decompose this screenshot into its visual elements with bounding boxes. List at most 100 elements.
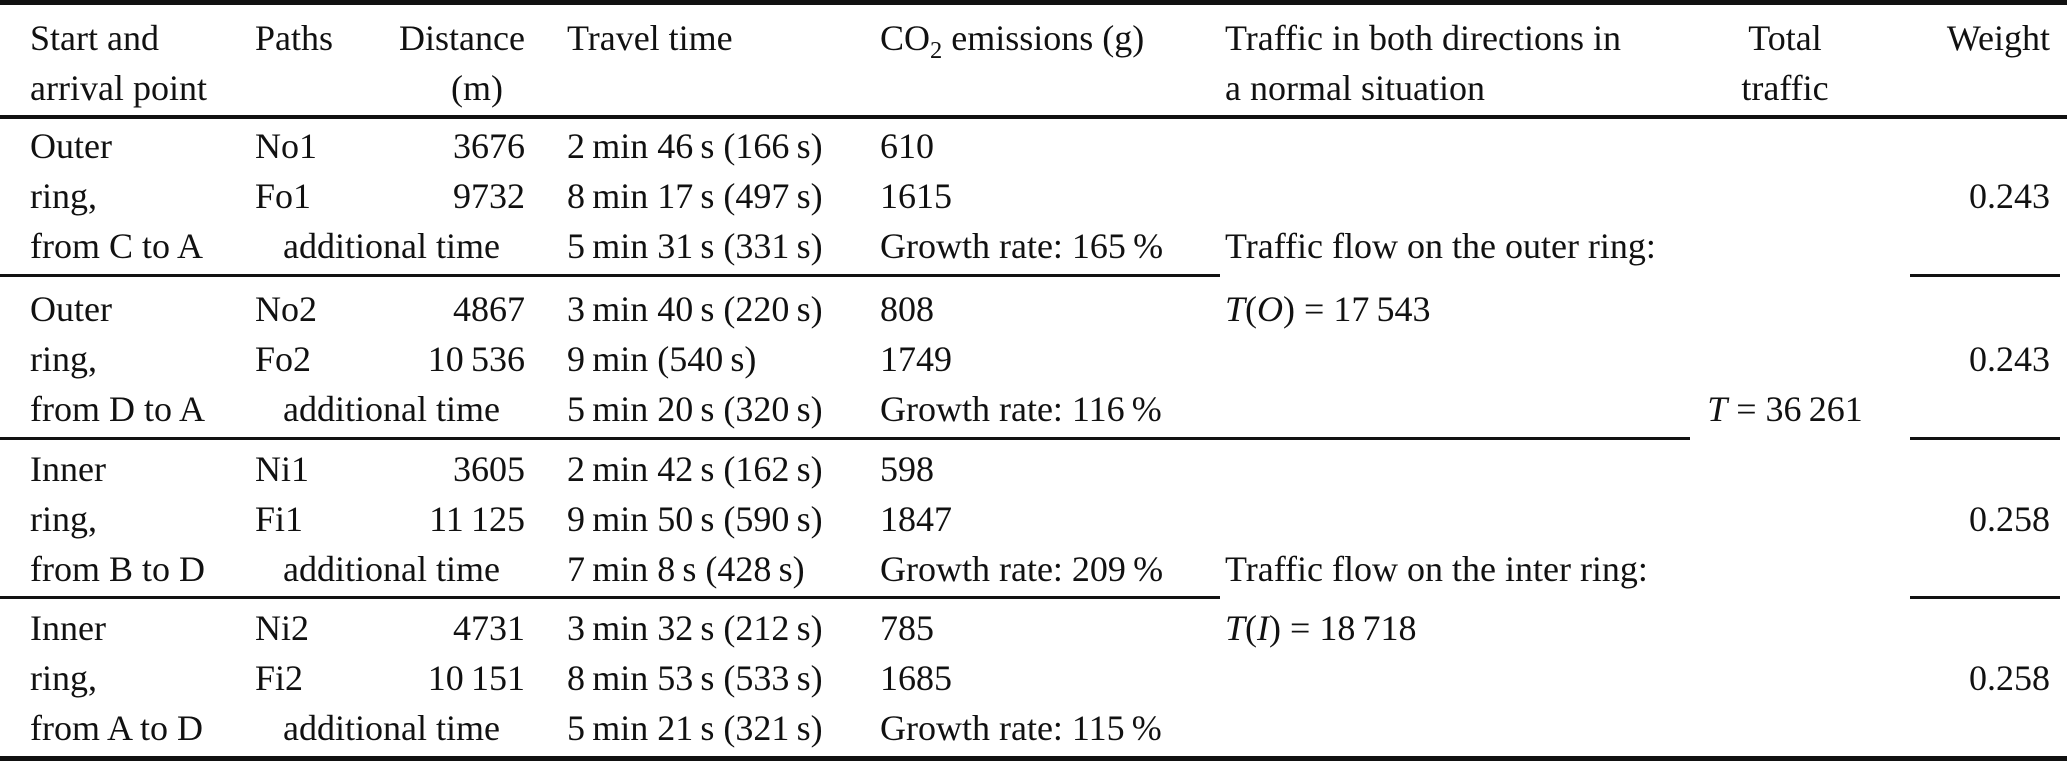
table-block-inner-b-to-d: Inner ring, from B to D Ni1 Fi1 addition… xyxy=(0,440,2067,596)
traffic-flow-formula-text: T(O) = 17 543 xyxy=(1225,284,1645,334)
header-co2-emissions: CO2 emissions (g) xyxy=(855,13,1205,63)
block-separator-2 xyxy=(0,437,2067,440)
distance-value: 3605 xyxy=(453,449,525,489)
weight-value: 0.243 xyxy=(1969,176,2050,216)
start-point-line: from A to D xyxy=(30,708,204,748)
weight-value: 0.258 xyxy=(1969,499,2050,539)
math-var-i: I xyxy=(1257,608,1270,648)
travel-time-value: 2 min 42 s (162 s) xyxy=(567,449,823,489)
header-traffic-line-2: a normal situation xyxy=(1225,68,1485,108)
distance-value: 10 151 xyxy=(427,658,525,698)
separator-weight-segment xyxy=(1910,596,2060,599)
start-point-line: ring, xyxy=(30,658,97,698)
table-block-outer-d-to-a: Outer ring, from D to A No2 Fo2 addition… xyxy=(0,277,2067,437)
traffic-flow-note-text: Traffic flow on the outer ring: xyxy=(1225,226,1656,266)
travel-time-value: 8 min 53 s (533 s) xyxy=(567,658,823,698)
distance-value: 9732 xyxy=(453,176,525,216)
additional-time-value: 5 min 20 s (320 s) xyxy=(567,389,823,429)
start-point-line: ring, xyxy=(30,499,97,539)
start-point-line: ring, xyxy=(30,176,97,216)
path-id: No1 xyxy=(255,126,317,166)
path-id: Ni1 xyxy=(255,449,309,489)
table-block-outer-c-to-a: Outer ring, from C to A No1 Fo1 addition… xyxy=(0,119,2067,274)
header-total-line-2: traffic xyxy=(1741,68,1829,108)
math-value: ) = 17 543 xyxy=(1283,289,1431,329)
start-point-line: Inner xyxy=(30,449,106,489)
additional-time-label: additional time xyxy=(283,549,500,589)
header-traffic-line-1: Traffic in both directions in xyxy=(1225,18,1621,58)
total-traffic-value: T = 36 261 xyxy=(1645,284,1925,434)
start-point-line: from D to A xyxy=(30,389,205,429)
growth-rate: Growth rate: 165 % xyxy=(880,226,1164,266)
header-paths: Paths xyxy=(255,18,334,58)
co2-value: 598 xyxy=(880,449,934,489)
co2-value: 610 xyxy=(880,126,934,166)
math-paren: ( xyxy=(1245,289,1258,329)
travel-time-value: 9 min 50 s (590 s) xyxy=(567,499,823,539)
path-id: Fo2 xyxy=(255,339,312,379)
path-id: Fi1 xyxy=(255,499,304,539)
distance-value: 3676 xyxy=(453,126,525,166)
start-point-line: from C to A xyxy=(30,226,204,266)
co2-value: 1685 xyxy=(880,658,952,698)
separator-main-segment xyxy=(0,596,1220,599)
block-separator-1 xyxy=(0,274,2067,277)
distance-value: 10 536 xyxy=(427,339,525,379)
travel-time-value: 9 min (540 s) xyxy=(567,339,757,379)
growth-rate: Growth rate: 116 % xyxy=(880,389,1162,429)
math-value: ) = 18 718 xyxy=(1269,608,1417,648)
total-traffic-formula: T = 36 261 xyxy=(1707,384,1863,434)
separator-weight-segment xyxy=(1910,437,2060,440)
traffic-flow-formula-inner: T(I) = 18 718 xyxy=(1205,603,1645,753)
math-var-t: T xyxy=(1225,608,1246,648)
start-point-line: Inner xyxy=(30,608,106,648)
math-paren: ( xyxy=(1245,608,1258,648)
additional-time-label: additional time xyxy=(283,389,500,429)
co2-value: 785 xyxy=(880,608,934,648)
header-start-line-2: arrival point xyxy=(30,68,207,108)
header-distance-label: Distance xyxy=(399,18,525,58)
co2-value: 1847 xyxy=(880,499,952,539)
start-point-line: from B to D xyxy=(30,549,205,589)
header-start-arrival: Start and arrival point xyxy=(30,13,255,113)
path-id: Fo1 xyxy=(255,176,312,216)
start-point-line: Outer xyxy=(30,289,112,329)
header-traffic-directions: Traffic in both directions in a normal s… xyxy=(1205,13,1645,113)
additional-time-value: 5 min 31 s (331 s) xyxy=(567,226,823,266)
co2-value: 1749 xyxy=(880,339,952,379)
growth-rate: Growth rate: 115 % xyxy=(880,708,1162,748)
distance-value: 11 125 xyxy=(429,499,525,539)
distance-value: 4867 xyxy=(453,289,525,329)
traffic-flow-formula-outer: T(O) = 17 543 xyxy=(1205,284,1645,434)
co2-value: 808 xyxy=(880,289,934,329)
traffic-flow-note-text: Traffic flow on the inter ring: xyxy=(1225,549,1648,589)
table-top-rule xyxy=(0,0,2067,5)
travel-time-value: 8 min 17 s (497 s) xyxy=(567,176,823,216)
separator-weight-segment xyxy=(1910,274,2060,277)
travel-time-value: 3 min 32 s (212 s) xyxy=(567,608,823,648)
weight-value: 0.258 xyxy=(1969,658,2050,698)
header-total-traffic: Total traffic xyxy=(1645,13,1925,113)
weight-value: 0.243 xyxy=(1969,339,2050,379)
growth-rate: Growth rate: 209 % xyxy=(880,549,1164,589)
table-header-row: Start and arrival point Paths Distance (… xyxy=(0,5,2067,115)
separator-main-segment xyxy=(0,274,1220,277)
header-rule xyxy=(0,115,2067,119)
header-start-line-1: Start and xyxy=(30,18,159,58)
path-id: Fi2 xyxy=(255,658,304,698)
math-value: = 36 261 xyxy=(1727,389,1863,429)
additional-time-label: additional time xyxy=(283,708,500,748)
additional-time-label: additional time xyxy=(283,226,500,266)
header-total-line-1: Total xyxy=(1748,18,1822,58)
math-var-t: T xyxy=(1225,289,1246,329)
block-separator-3 xyxy=(0,596,2067,599)
distance-value: 4731 xyxy=(453,608,525,648)
header-travel-time: Travel time xyxy=(567,18,733,58)
start-point-line: ring, xyxy=(30,339,97,379)
path-id: No2 xyxy=(255,289,317,329)
co2-subscript: 2 xyxy=(930,37,943,65)
path-id: Ni2 xyxy=(255,608,309,648)
co2-value: 1615 xyxy=(880,176,952,216)
traffic-flow-note-outer: Traffic flow on the outer ring: xyxy=(1205,121,1656,271)
